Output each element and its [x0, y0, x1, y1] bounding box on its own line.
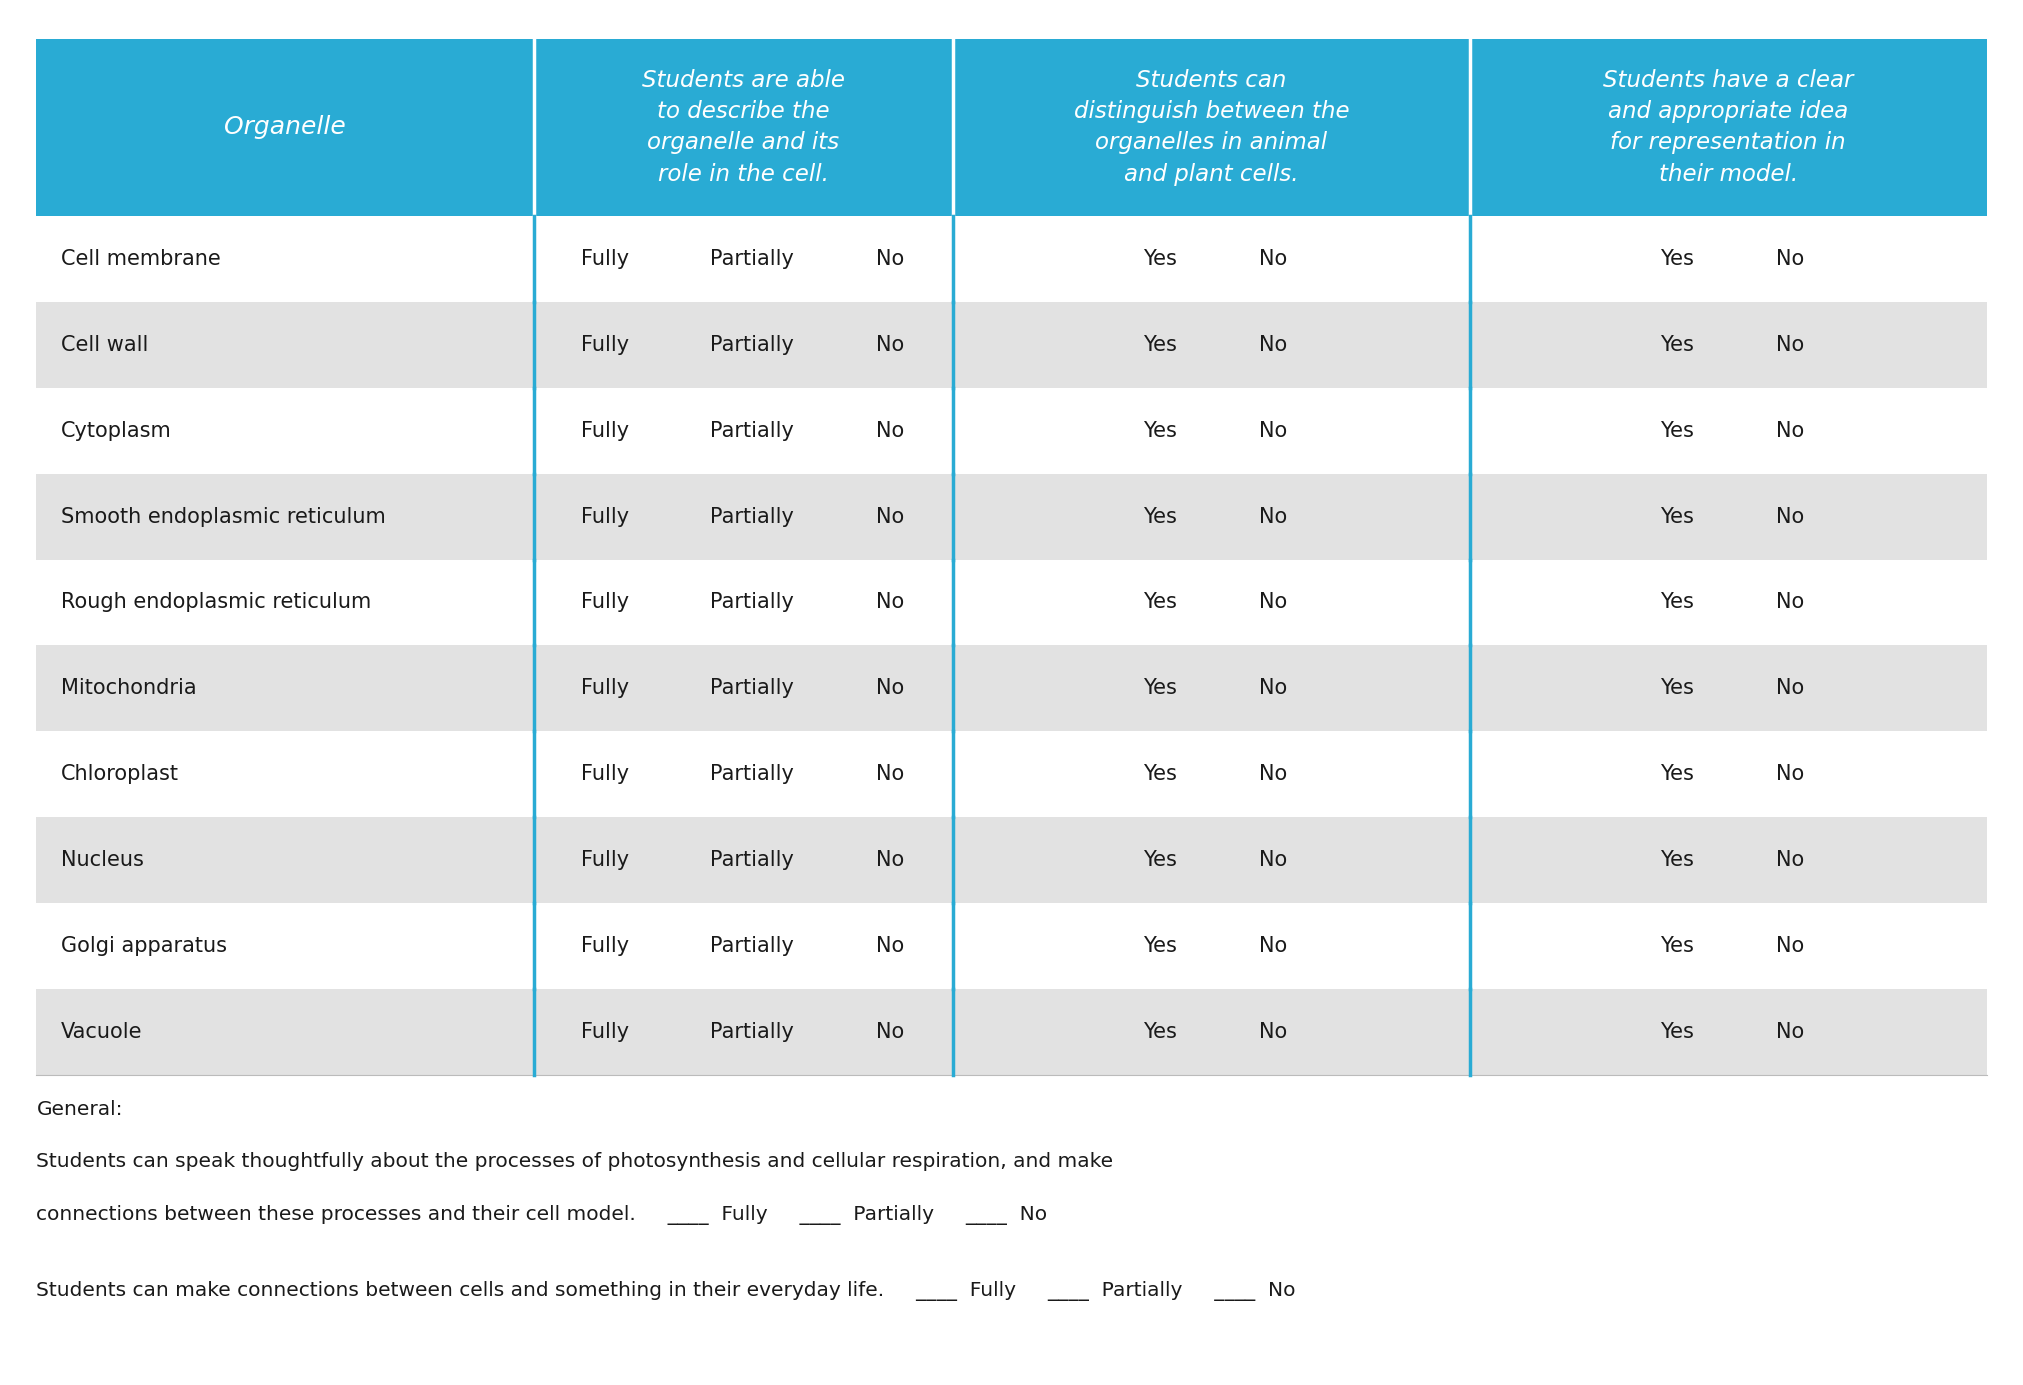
Text: No: No [1258, 507, 1287, 526]
Text: Golgi apparatus: Golgi apparatus [61, 936, 227, 956]
Text: Cell wall: Cell wall [61, 335, 148, 355]
Text: Yes: Yes [1143, 936, 1177, 956]
Text: No: No [1776, 679, 1805, 698]
Text: Yes: Yes [1143, 507, 1177, 526]
Text: No: No [876, 335, 904, 355]
Text: No: No [1776, 507, 1805, 526]
FancyBboxPatch shape [36, 474, 1987, 560]
Text: No: No [876, 507, 904, 526]
Text: No: No [876, 593, 904, 612]
FancyBboxPatch shape [36, 39, 1987, 216]
Text: No: No [1776, 593, 1805, 612]
Text: Fully: Fully [581, 936, 629, 956]
Text: Partially: Partially [710, 765, 793, 784]
Text: General:: General: [36, 1100, 123, 1119]
Text: No: No [1258, 1022, 1287, 1042]
Text: Yes: Yes [1659, 1022, 1693, 1042]
FancyBboxPatch shape [36, 560, 1987, 645]
Text: Mitochondria: Mitochondria [61, 679, 196, 698]
Text: No: No [876, 936, 904, 956]
Text: Partially: Partially [710, 507, 793, 526]
Text: Students can speak thoughtfully about the processes of photosynthesis and cellul: Students can speak thoughtfully about th… [36, 1152, 1113, 1172]
Text: Yes: Yes [1659, 765, 1693, 784]
Text: Students can make connections between cells and something in their everyday life: Students can make connections between ce… [36, 1281, 1297, 1301]
Text: Smooth endoplasmic reticulum: Smooth endoplasmic reticulum [61, 507, 386, 526]
FancyBboxPatch shape [36, 302, 1987, 388]
Text: Yes: Yes [1659, 936, 1693, 956]
Text: Students can
distinguish between the
organelles in animal
and plant cells.: Students can distinguish between the org… [1074, 69, 1349, 186]
Text: Yes: Yes [1659, 593, 1693, 612]
Text: No: No [876, 1022, 904, 1042]
Text: No: No [1258, 765, 1287, 784]
FancyBboxPatch shape [36, 903, 1987, 989]
Text: No: No [1776, 850, 1805, 870]
Text: No: No [1258, 936, 1287, 956]
Text: Fully: Fully [581, 1022, 629, 1042]
Text: Partially: Partially [710, 679, 793, 698]
Text: Rough endoplasmic reticulum: Rough endoplasmic reticulum [61, 593, 370, 612]
Text: Yes: Yes [1143, 850, 1177, 870]
Text: No: No [1258, 335, 1287, 355]
Text: Partially: Partially [710, 335, 793, 355]
Text: No: No [1776, 335, 1805, 355]
Text: Cytoplasm: Cytoplasm [61, 421, 172, 440]
Text: Yes: Yes [1143, 679, 1177, 698]
FancyBboxPatch shape [36, 388, 1987, 474]
Text: Chloroplast: Chloroplast [61, 765, 178, 784]
Text: Yes: Yes [1143, 1022, 1177, 1042]
Text: No: No [876, 850, 904, 870]
Text: Fully: Fully [581, 507, 629, 526]
Text: Students have a clear
and appropriate idea
for representation in
their model.: Students have a clear and appropriate id… [1602, 69, 1853, 186]
Text: Fully: Fully [581, 850, 629, 870]
Text: Yes: Yes [1659, 507, 1693, 526]
Text: connections between these processes and their cell model.     ____  Fully     __: connections between these processes and … [36, 1205, 1048, 1224]
Text: Fully: Fully [581, 249, 629, 269]
Text: Fully: Fully [581, 765, 629, 784]
Text: No: No [1776, 936, 1805, 956]
Text: Yes: Yes [1143, 335, 1177, 355]
Text: No: No [1776, 1022, 1805, 1042]
Text: No: No [876, 679, 904, 698]
Text: Yes: Yes [1659, 335, 1693, 355]
Text: Nucleus: Nucleus [61, 850, 144, 870]
Text: No: No [1258, 850, 1287, 870]
Text: No: No [1258, 593, 1287, 612]
Text: No: No [1258, 249, 1287, 269]
FancyBboxPatch shape [36, 989, 1987, 1075]
Text: Yes: Yes [1143, 421, 1177, 440]
Text: Fully: Fully [581, 679, 629, 698]
Text: No: No [1258, 421, 1287, 440]
Text: Yes: Yes [1143, 593, 1177, 612]
Text: Partially: Partially [710, 421, 793, 440]
Text: No: No [1776, 421, 1805, 440]
Text: Yes: Yes [1659, 421, 1693, 440]
Text: Yes: Yes [1659, 249, 1693, 269]
Text: No: No [876, 249, 904, 269]
Text: Organelle: Organelle [225, 115, 346, 140]
Text: Yes: Yes [1659, 679, 1693, 698]
Text: Partially: Partially [710, 249, 793, 269]
FancyBboxPatch shape [36, 817, 1987, 903]
Text: No: No [876, 765, 904, 784]
Text: Students are able
to describe the
organelle and its
role in the cell.: Students are able to describe the organe… [641, 69, 846, 186]
Text: No: No [1776, 249, 1805, 269]
FancyBboxPatch shape [36, 645, 1987, 731]
Text: Partially: Partially [710, 593, 793, 612]
Text: Yes: Yes [1659, 850, 1693, 870]
Text: Fully: Fully [581, 335, 629, 355]
FancyBboxPatch shape [36, 216, 1987, 302]
Text: Fully: Fully [581, 421, 629, 440]
Text: Vacuole: Vacuole [61, 1022, 142, 1042]
Text: Partially: Partially [710, 936, 793, 956]
Text: Cell membrane: Cell membrane [61, 249, 221, 269]
Text: No: No [1776, 765, 1805, 784]
Text: Fully: Fully [581, 593, 629, 612]
Text: Partially: Partially [710, 1022, 793, 1042]
Text: No: No [1258, 679, 1287, 698]
Text: Partially: Partially [710, 850, 793, 870]
Text: No: No [876, 421, 904, 440]
FancyBboxPatch shape [36, 731, 1987, 817]
Text: Yes: Yes [1143, 249, 1177, 269]
Text: Yes: Yes [1143, 765, 1177, 784]
